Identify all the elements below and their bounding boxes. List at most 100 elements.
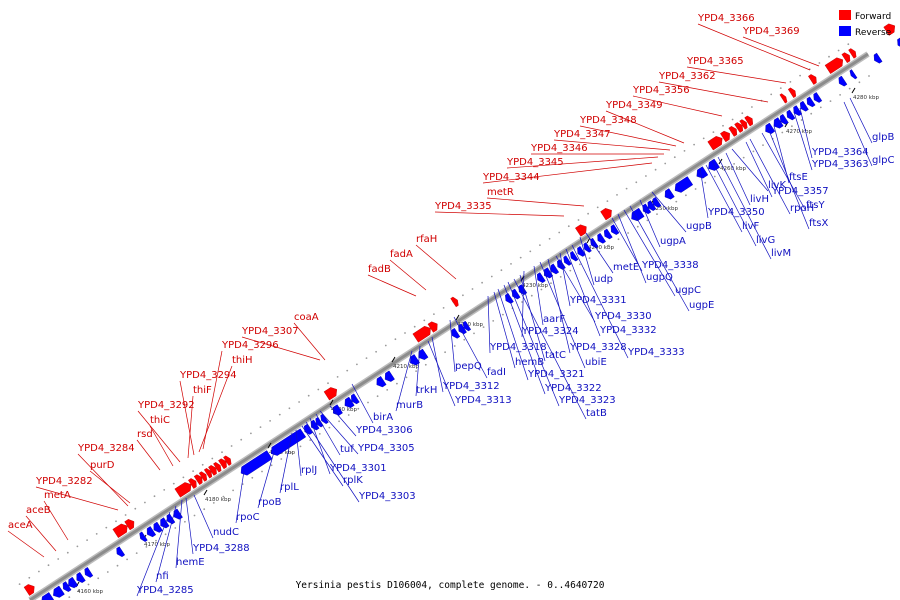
reverse-gene-arrow[interactable] — [139, 531, 148, 542]
reverse-gene-label[interactable]: YPD4_3324 — [521, 326, 579, 337]
reverse-gene-arrow[interactable] — [849, 69, 858, 80]
reverse-gene-arrow[interactable] — [765, 122, 776, 134]
reverse-gene-label[interactable]: ugpC — [675, 285, 701, 296]
reverse-gene-label[interactable]: YPD4_3364 — [811, 147, 869, 158]
forward-gene-label[interactable]: YPD4_3346 — [530, 143, 588, 154]
reverse-gene-arrow[interactable] — [384, 370, 395, 382]
forward-gene-label[interactable]: aceA — [8, 520, 33, 531]
forward-gene-label[interactable]: fadB — [368, 264, 391, 275]
reverse-gene-arrow[interactable] — [813, 92, 823, 103]
reverse-gene-label[interactable]: livM — [771, 248, 791, 259]
forward-gene-arrow[interactable] — [739, 119, 748, 130]
reverse-gene-arrow[interactable] — [779, 113, 789, 125]
forward-gene-label[interactable]: YPD4_3296 — [221, 340, 279, 351]
reverse-gene-arrow[interactable] — [410, 354, 420, 366]
reverse-gene-arrow[interactable] — [583, 242, 592, 253]
reverse-gene-label[interactable]: glpB — [872, 132, 894, 143]
forward-gene-arrow[interactable] — [841, 52, 851, 64]
reverse-gene-label[interactable]: ftsY — [806, 200, 825, 211]
forward-gene-arrow[interactable] — [575, 224, 587, 237]
reverse-gene-arrow[interactable] — [696, 166, 709, 179]
reverse-gene-arrow[interactable] — [838, 75, 848, 87]
reverse-gene-label[interactable]: birA — [373, 412, 393, 423]
reverse-gene-arrow[interactable] — [536, 272, 546, 283]
forward-gene-label[interactable]: YPD4_3284 — [77, 443, 135, 454]
forward-gene-arrow[interactable] — [218, 458, 227, 470]
reverse-gene-label[interactable]: fadI — [487, 367, 506, 378]
forward-gene-arrow[interactable] — [188, 478, 197, 489]
reverse-gene-arrow[interactable] — [799, 100, 809, 112]
reverse-gene-arrow[interactable] — [160, 517, 170, 529]
forward-gene-label[interactable]: YPD4_3344 — [482, 172, 540, 183]
reverse-gene-arrow[interactable] — [116, 546, 126, 558]
forward-gene-label[interactable]: metA — [44, 490, 71, 501]
forward-gene-arrow[interactable] — [808, 74, 817, 85]
forward-gene-arrow[interactable] — [450, 296, 459, 308]
reverse-gene-label[interactable]: metE — [613, 262, 639, 273]
reverse-gene-label[interactable]: YPD4_3285 — [136, 585, 194, 596]
forward-gene-label[interactable]: YPD4_3362 — [658, 71, 716, 82]
reverse-gene-arrow[interactable] — [577, 246, 586, 257]
forward-gene-arrow[interactable] — [203, 468, 213, 479]
reverse-gene-arrow[interactable] — [631, 207, 645, 222]
reverse-gene-label[interactable]: nudC — [213, 527, 239, 538]
forward-gene-arrow[interactable] — [198, 471, 208, 482]
forward-gene-arrow[interactable] — [787, 87, 797, 98]
reverse-gene-arrow[interactable] — [664, 188, 675, 200]
forward-gene-arrow[interactable] — [223, 455, 232, 466]
forward-gene-label[interactable]: YPD4_3349 — [605, 100, 663, 111]
reverse-gene-arrow[interactable] — [590, 237, 599, 249]
forward-gene-label[interactable]: aceB — [26, 505, 51, 516]
reverse-gene-label[interactable]: glpC — [872, 155, 894, 166]
reverse-gene-arrow[interactable] — [76, 571, 86, 583]
reverse-gene-arrow[interactable] — [652, 196, 662, 208]
forward-gene-arrow[interactable] — [193, 474, 203, 485]
reverse-gene-label[interactable]: YPD4_3318 — [489, 342, 547, 353]
reverse-gene-label[interactable]: rplL — [280, 482, 299, 493]
forward-gene-label[interactable]: metR — [487, 187, 514, 198]
reverse-gene-label[interactable]: YPD4_3363 — [811, 159, 869, 170]
reverse-gene-label[interactable]: murB — [396, 400, 423, 411]
reverse-gene-label[interactable]: YPD4_3322 — [544, 383, 602, 394]
forward-gene-arrow[interactable] — [883, 23, 896, 36]
reverse-gene-arrow[interactable] — [376, 376, 387, 388]
reverse-gene-arrow[interactable] — [62, 581, 72, 592]
forward-gene-arrow[interactable] — [707, 136, 723, 151]
reverse-gene-arrow[interactable] — [451, 327, 461, 339]
reverse-gene-arrow[interactable] — [315, 416, 324, 428]
forward-gene-label[interactable]: YPD4_3365 — [686, 56, 744, 67]
forward-gene-label[interactable]: fadA — [390, 249, 413, 260]
forward-gene-label[interactable]: coaA — [294, 312, 319, 323]
forward-gene-label[interactable]: YPD4_3335 — [434, 201, 492, 212]
reverse-gene-label[interactable]: YPD4_3330 — [594, 311, 652, 322]
reverse-gene-label[interactable]: tuf — [340, 444, 354, 455]
reverse-gene-arrow[interactable] — [597, 232, 606, 244]
reverse-gene-label[interactable]: YPD4_3350 — [707, 207, 765, 218]
forward-gene-arrow[interactable] — [720, 130, 730, 143]
reverse-gene-label[interactable]: YPD4_3332 — [599, 325, 657, 336]
reverse-gene-arrow[interactable] — [84, 567, 94, 578]
reverse-gene-label[interactable]: YPD4_3338 — [641, 260, 699, 271]
reverse-gene-label[interactable]: livH — [750, 194, 769, 205]
forward-gene-label[interactable]: YPD4_3356 — [632, 85, 690, 96]
reverse-gene-label[interactable]: aarF — [543, 314, 565, 325]
forward-gene-arrow[interactable] — [427, 321, 438, 333]
reverse-gene-label[interactable]: YPD4_3312 — [442, 381, 500, 392]
forward-gene-arrow[interactable] — [412, 325, 431, 343]
reverse-gene-label[interactable]: YPD4_3323 — [558, 395, 616, 406]
reverse-gene-arrow[interactable] — [603, 228, 613, 240]
forward-gene-arrow[interactable] — [213, 462, 222, 473]
reverse-gene-label[interactable]: hemB — [515, 357, 544, 368]
reverse-gene-label[interactable]: livK — [768, 180, 786, 191]
reverse-gene-label[interactable]: YPD4_3301 — [329, 463, 387, 474]
forward-gene-label[interactable]: YPD4_3348 — [579, 115, 637, 126]
reverse-gene-arrow[interactable] — [68, 576, 79, 589]
forward-gene-label[interactable]: YPD4_3294 — [179, 370, 237, 381]
forward-gene-label[interactable]: thiH — [232, 355, 253, 366]
reverse-gene-label[interactable]: tatC — [545, 350, 566, 361]
reverse-gene-label[interactable]: YPD4_3357 — [771, 186, 829, 197]
reverse-gene-arrow[interactable] — [873, 52, 883, 64]
reverse-gene-label[interactable]: YPD4_3288 — [192, 543, 250, 554]
reverse-gene-label[interactable]: tatB — [586, 408, 607, 419]
forward-gene-arrow[interactable] — [848, 48, 857, 59]
